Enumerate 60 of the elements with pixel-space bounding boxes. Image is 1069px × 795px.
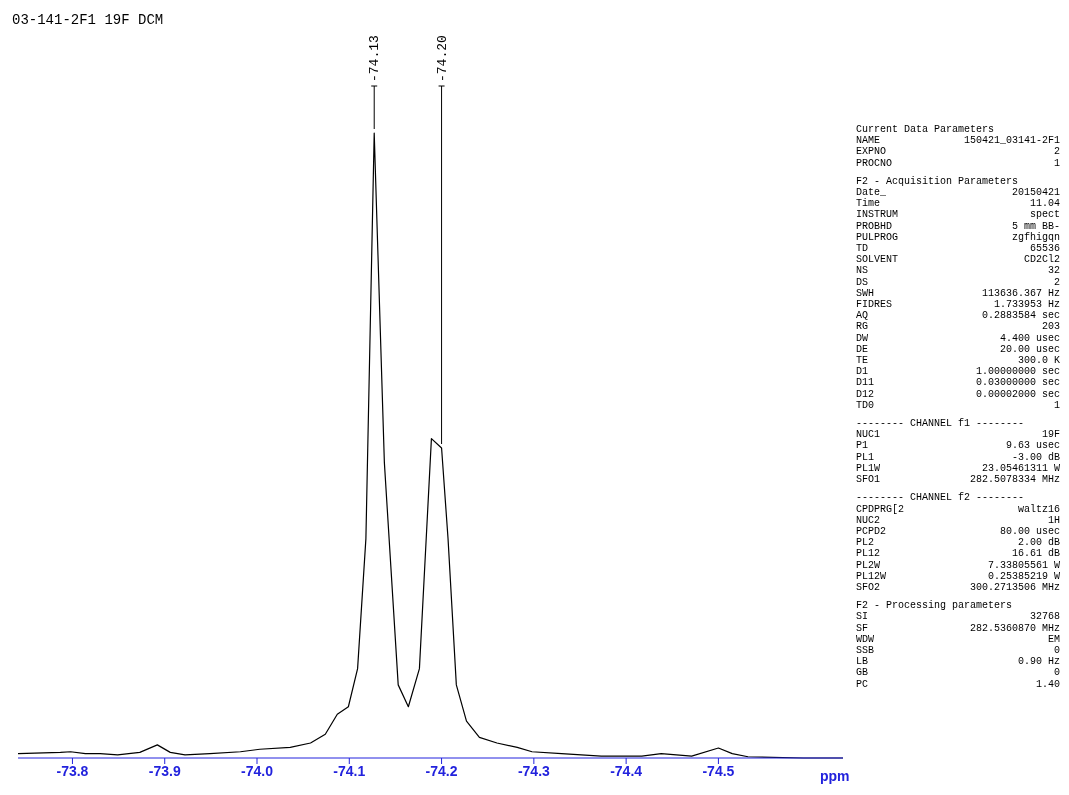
x-tick-label: -74.2 (425, 762, 458, 779)
text: SFO1 282.5078334 MHz (856, 474, 1060, 486)
text: PC 1.40 (856, 678, 1060, 690)
text: PL1W 23.05461311 W (856, 462, 1060, 474)
annotation: -74.13 (367, 35, 383, 82)
text: INSTRUM spect (856, 209, 1060, 221)
text: WDW EM (856, 633, 1060, 645)
x-tick-label: -74.4 (610, 762, 643, 779)
text: D12 0.00002000 sec (856, 388, 1060, 400)
text: AQ 0.2883584 sec (856, 310, 1060, 322)
x-tick-label: -73.9 (148, 762, 181, 779)
x-tick-label: -74.5 (702, 762, 735, 779)
text: PL2W 7.33805561 W (856, 559, 1060, 571)
x-tick-label: -74.0 (241, 762, 274, 779)
text: F2 - Acquisition Parameters (856, 175, 1019, 188)
text: SI 32768 (856, 611, 1060, 623)
text: Current Data Parameters (856, 124, 995, 136)
text: TD0 1 (856, 399, 1060, 411)
text: DW 4.400 usec (856, 332, 1060, 344)
text: -------- CHANNEL f1 -------- (856, 418, 1025, 430)
text: PL12W 0.25385219 W (856, 570, 1060, 582)
x-tick-label: -73.8 (56, 762, 89, 779)
text: PL2 2.00 dB (856, 537, 1060, 549)
text: F2 - Processing parameters (856, 600, 1013, 612)
text: PL12 16.61 dB (856, 548, 1060, 560)
text: PROBHD 5 mm BB- (856, 220, 1060, 232)
text: NS 32 (856, 265, 1060, 277)
text: SFO2 300.2713506 MHz (856, 581, 1060, 593)
text: GB 0 (856, 667, 1060, 679)
text: SWH 113636.367 Hz (856, 287, 1060, 299)
text: PROCNO 1 (856, 157, 1060, 169)
text: SF 282.5360870 MHz (856, 622, 1060, 634)
text: CPDPRG[2 waltz16 (856, 503, 1060, 515)
text: -------- CHANNEL f2 -------- (856, 492, 1025, 504)
text: DE 20.00 usec (856, 343, 1060, 355)
text: NUC2 1H (856, 514, 1060, 526)
text: TE 300.0 K (856, 355, 1060, 367)
text: PULPROG zgfhigqn (856, 231, 1060, 243)
text: NUC1 19F (856, 429, 1060, 441)
text: SOLVENT CD2Cl2 (856, 254, 1060, 266)
text: D1 1.00000000 sec (856, 366, 1060, 378)
text: RG 203 (856, 321, 1060, 333)
text: SSB 0 (856, 644, 1060, 656)
text: TD 65536 (856, 243, 1060, 255)
text: Time 11.04 (856, 198, 1060, 210)
text: D11 0.03000000 sec (856, 377, 1060, 389)
x-tick-label: -74.3 (517, 762, 551, 779)
annotation: -74.20 (434, 35, 450, 82)
text: LB 0.90 Hz (856, 656, 1060, 668)
text: Date_ 20150421 (856, 187, 1060, 198)
text: FIDRES 1.733953 Hz (856, 299, 1060, 311)
text: NAME 150421_03141-2F1 (856, 135, 1060, 147)
x-tick-label: -74.1 (333, 762, 366, 779)
text: EXPNO 2 (856, 146, 1060, 158)
text: P1 9.63 usec (856, 440, 1060, 452)
text: PL1 -3.00 dB (856, 451, 1060, 463)
x-axis-title: ppm (820, 768, 850, 784)
text: DS 2 (856, 276, 1060, 288)
text: PCPD2 80.00 usec (856, 525, 1060, 537)
chart-title: 03-141-2F1 19F DCM (12, 12, 164, 28)
